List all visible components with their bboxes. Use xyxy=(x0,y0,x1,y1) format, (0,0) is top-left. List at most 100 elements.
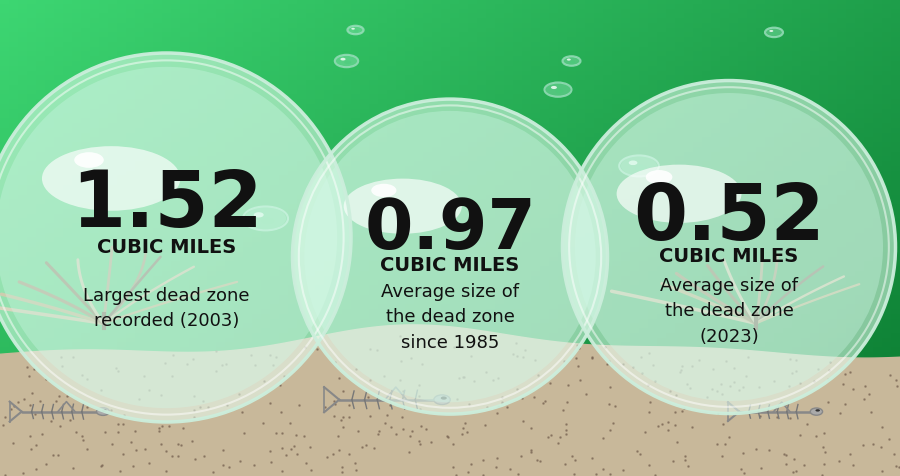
Point xyxy=(553,434,567,441)
Point xyxy=(347,460,362,467)
Circle shape xyxy=(261,218,274,225)
Point xyxy=(22,372,37,380)
Point xyxy=(94,461,109,469)
Point xyxy=(247,462,261,469)
Point xyxy=(732,387,746,394)
Point xyxy=(753,465,768,472)
Point xyxy=(50,452,65,459)
Point xyxy=(568,456,582,464)
Point xyxy=(737,469,751,476)
Point xyxy=(814,471,829,476)
Point xyxy=(648,471,662,476)
Point xyxy=(726,365,741,372)
Point xyxy=(336,387,350,395)
Point xyxy=(846,386,860,393)
Point xyxy=(158,447,173,455)
Point xyxy=(447,344,462,351)
Point xyxy=(510,470,525,476)
Circle shape xyxy=(766,29,782,38)
Point xyxy=(11,398,25,406)
Point xyxy=(404,354,419,362)
Point xyxy=(342,414,356,421)
Point xyxy=(105,440,120,448)
Ellipse shape xyxy=(0,54,351,422)
Point xyxy=(889,462,900,470)
Point xyxy=(174,441,188,449)
Text: 1.52: 1.52 xyxy=(71,167,262,243)
Point xyxy=(460,428,474,436)
Ellipse shape xyxy=(575,94,883,401)
Point xyxy=(843,450,858,457)
Point xyxy=(216,462,230,469)
Point xyxy=(448,471,463,476)
Point xyxy=(752,384,766,391)
Point xyxy=(440,432,454,439)
Text: Largest dead zone
recorded (2003): Largest dead zone recorded (2003) xyxy=(83,286,250,330)
Point xyxy=(643,408,657,416)
Text: 0.97: 0.97 xyxy=(364,195,536,262)
Point xyxy=(336,413,350,421)
Point xyxy=(811,365,825,373)
Point xyxy=(579,390,593,397)
Point xyxy=(15,469,30,476)
Point xyxy=(209,347,223,355)
Point xyxy=(186,392,201,400)
Point xyxy=(555,406,570,414)
Point xyxy=(165,452,179,459)
Point xyxy=(584,454,598,462)
Point xyxy=(274,409,288,416)
Point xyxy=(49,398,63,406)
Point xyxy=(515,395,529,402)
Point xyxy=(63,416,77,424)
Point xyxy=(342,450,356,458)
Point xyxy=(514,452,528,459)
Point xyxy=(263,399,277,407)
Point xyxy=(395,387,410,395)
Point xyxy=(796,461,811,469)
Point xyxy=(832,409,847,416)
Point xyxy=(415,360,429,368)
Point xyxy=(489,464,503,471)
Ellipse shape xyxy=(42,147,180,211)
Point xyxy=(184,438,199,446)
Circle shape xyxy=(348,27,363,35)
Circle shape xyxy=(646,171,672,185)
Point xyxy=(273,381,287,389)
Point xyxy=(559,421,573,428)
Point xyxy=(678,452,692,460)
Circle shape xyxy=(340,59,346,61)
Point xyxy=(112,367,126,375)
Point xyxy=(412,393,427,400)
Point xyxy=(874,443,888,451)
Point xyxy=(861,391,876,398)
Point xyxy=(816,430,831,437)
Point xyxy=(52,422,67,430)
Point xyxy=(232,390,247,398)
Point xyxy=(28,411,42,418)
Point xyxy=(332,446,347,454)
Point xyxy=(674,363,688,370)
Point xyxy=(634,369,649,377)
Point xyxy=(243,351,257,359)
Point xyxy=(516,417,530,425)
Point xyxy=(275,430,290,437)
Point xyxy=(0,472,12,476)
Point xyxy=(154,391,168,399)
Point xyxy=(646,362,661,369)
Point xyxy=(318,403,332,410)
Point xyxy=(404,427,419,435)
Point xyxy=(561,381,575,389)
Point xyxy=(370,347,384,354)
Point xyxy=(569,354,583,362)
Point xyxy=(598,344,612,351)
Point xyxy=(269,429,284,437)
Ellipse shape xyxy=(616,165,742,223)
Point xyxy=(364,413,378,420)
Point xyxy=(662,426,676,434)
Point xyxy=(76,436,90,444)
Point xyxy=(188,456,202,463)
Point xyxy=(349,466,364,474)
Point xyxy=(220,401,235,408)
Point xyxy=(589,470,603,476)
Point xyxy=(699,393,714,401)
